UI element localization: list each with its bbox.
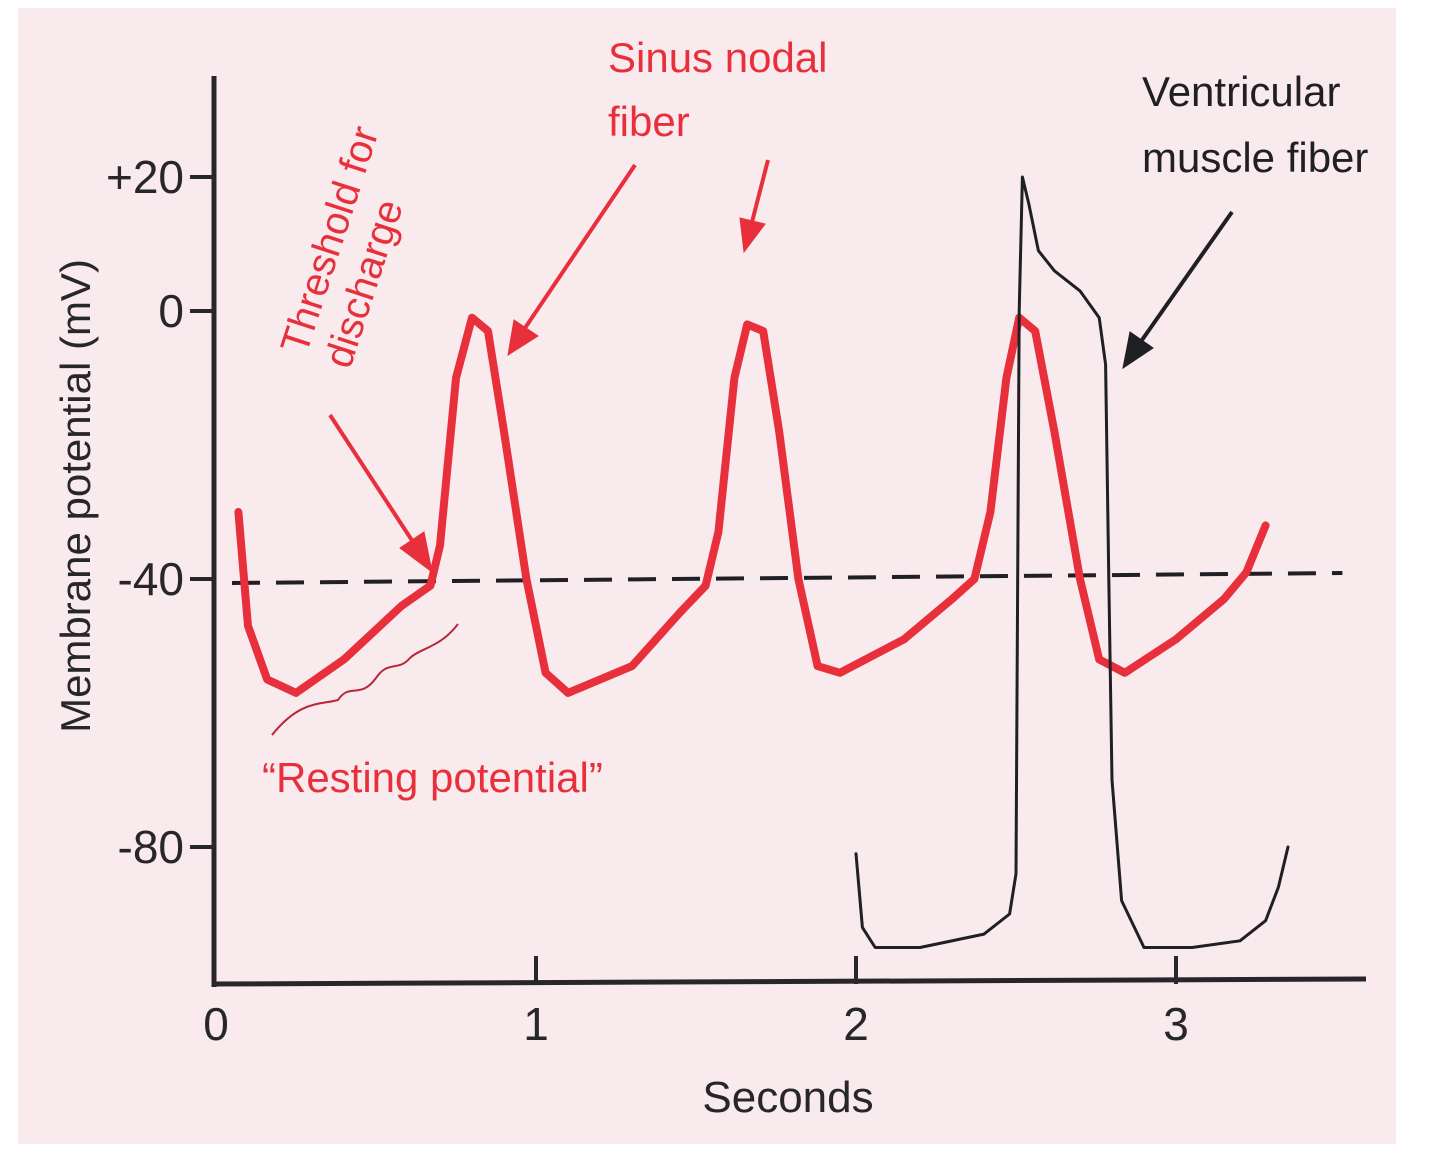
sinus-arrow-1 [507, 163, 637, 357]
x-tick-label-3: 3 [1163, 998, 1189, 1050]
resting-brace [271, 623, 459, 736]
ventricular-annotation-line2: muscle fiber [1142, 134, 1368, 181]
ventricular-annotation-line1: Ventricular [1142, 68, 1340, 115]
resting-potential-annotation: “Resting potential” [262, 754, 603, 801]
pointer-arrows [271, 159, 1234, 736]
sinus-annotation-line1: Sinus nodal [608, 34, 828, 81]
ventricular-arrow [1122, 210, 1234, 370]
sinus-arrow-2 [739, 159, 770, 254]
y-tick-label-2: -40 [118, 553, 184, 605]
ticks: 0 1 2 3 +20 0 -40 -80 [106, 151, 1189, 1050]
series-sinus-nodal-fiber [234, 313, 1270, 697]
series-ventricular-muscle-fiber [854, 175, 1290, 949]
y-tick-label-0: +20 [106, 151, 184, 203]
x-axis [211, 976, 1367, 987]
y-tick-label-1: 0 [158, 285, 184, 337]
x-axis-label: Seconds [702, 1073, 873, 1122]
x-tick-label-2: 2 [843, 998, 869, 1050]
axes [211, 76, 1367, 987]
y-tick-label-3: -80 [118, 821, 184, 873]
sinus-annotation-line2: fiber [608, 98, 690, 145]
threshold-line [231, 571, 1343, 585]
y-axis-label: Membrane potential (mV) [52, 259, 99, 733]
threshold-arrow [328, 413, 433, 574]
x-tick-label-0: 0 [203, 998, 229, 1050]
x-tick-label-1: 1 [523, 998, 549, 1050]
